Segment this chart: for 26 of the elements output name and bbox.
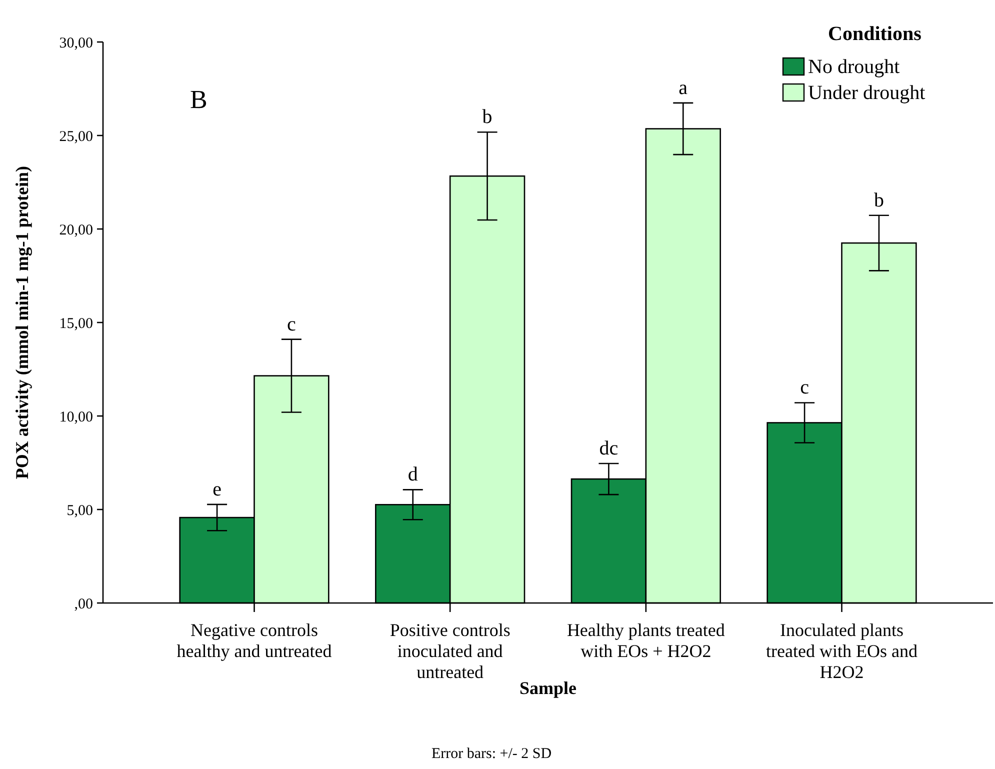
x-axis-title: Sample	[519, 678, 577, 698]
y-tick-label: 10,00	[59, 409, 93, 426]
y-tick-label: 5,00	[66, 502, 93, 519]
annotation: d	[408, 464, 418, 486]
legend-label: Under drought	[808, 82, 926, 104]
x-tick-label: Negative controls healthy and untreated	[176, 620, 332, 661]
annotation: B	[190, 85, 208, 114]
y-tick-label: 15,00	[59, 316, 93, 332]
annotation: c	[800, 376, 810, 399]
annotation: e	[212, 478, 222, 500]
legend-title: Conditions	[828, 23, 922, 45]
x-tick-label: Inoculated plants treated with EOs and H2O2	[766, 620, 918, 682]
annotation: dc	[599, 438, 618, 460]
annotation: c	[287, 313, 296, 336]
annotation: b	[482, 106, 492, 128]
y-axis-title: POX activity (mmol min-1 mg-1 protein)	[12, 166, 32, 480]
text: Error bars: +/- 2 SD	[431, 746, 552, 762]
legend-label: No drought	[808, 56, 900, 78]
x-tick-label: Healthy plants treated with EOs + H2O2	[566, 620, 725, 661]
y-tick-label: 30,00	[59, 35, 93, 52]
x-tick-label: Positive controls inoculated and untreated	[390, 620, 510, 682]
y-tick-label: 25,00	[59, 128, 93, 145]
y-tick-label: ,00	[74, 596, 93, 612]
annotation: b	[874, 189, 884, 212]
y-tick-label: 20,00	[59, 222, 93, 238]
annotation: a	[678, 76, 688, 99]
